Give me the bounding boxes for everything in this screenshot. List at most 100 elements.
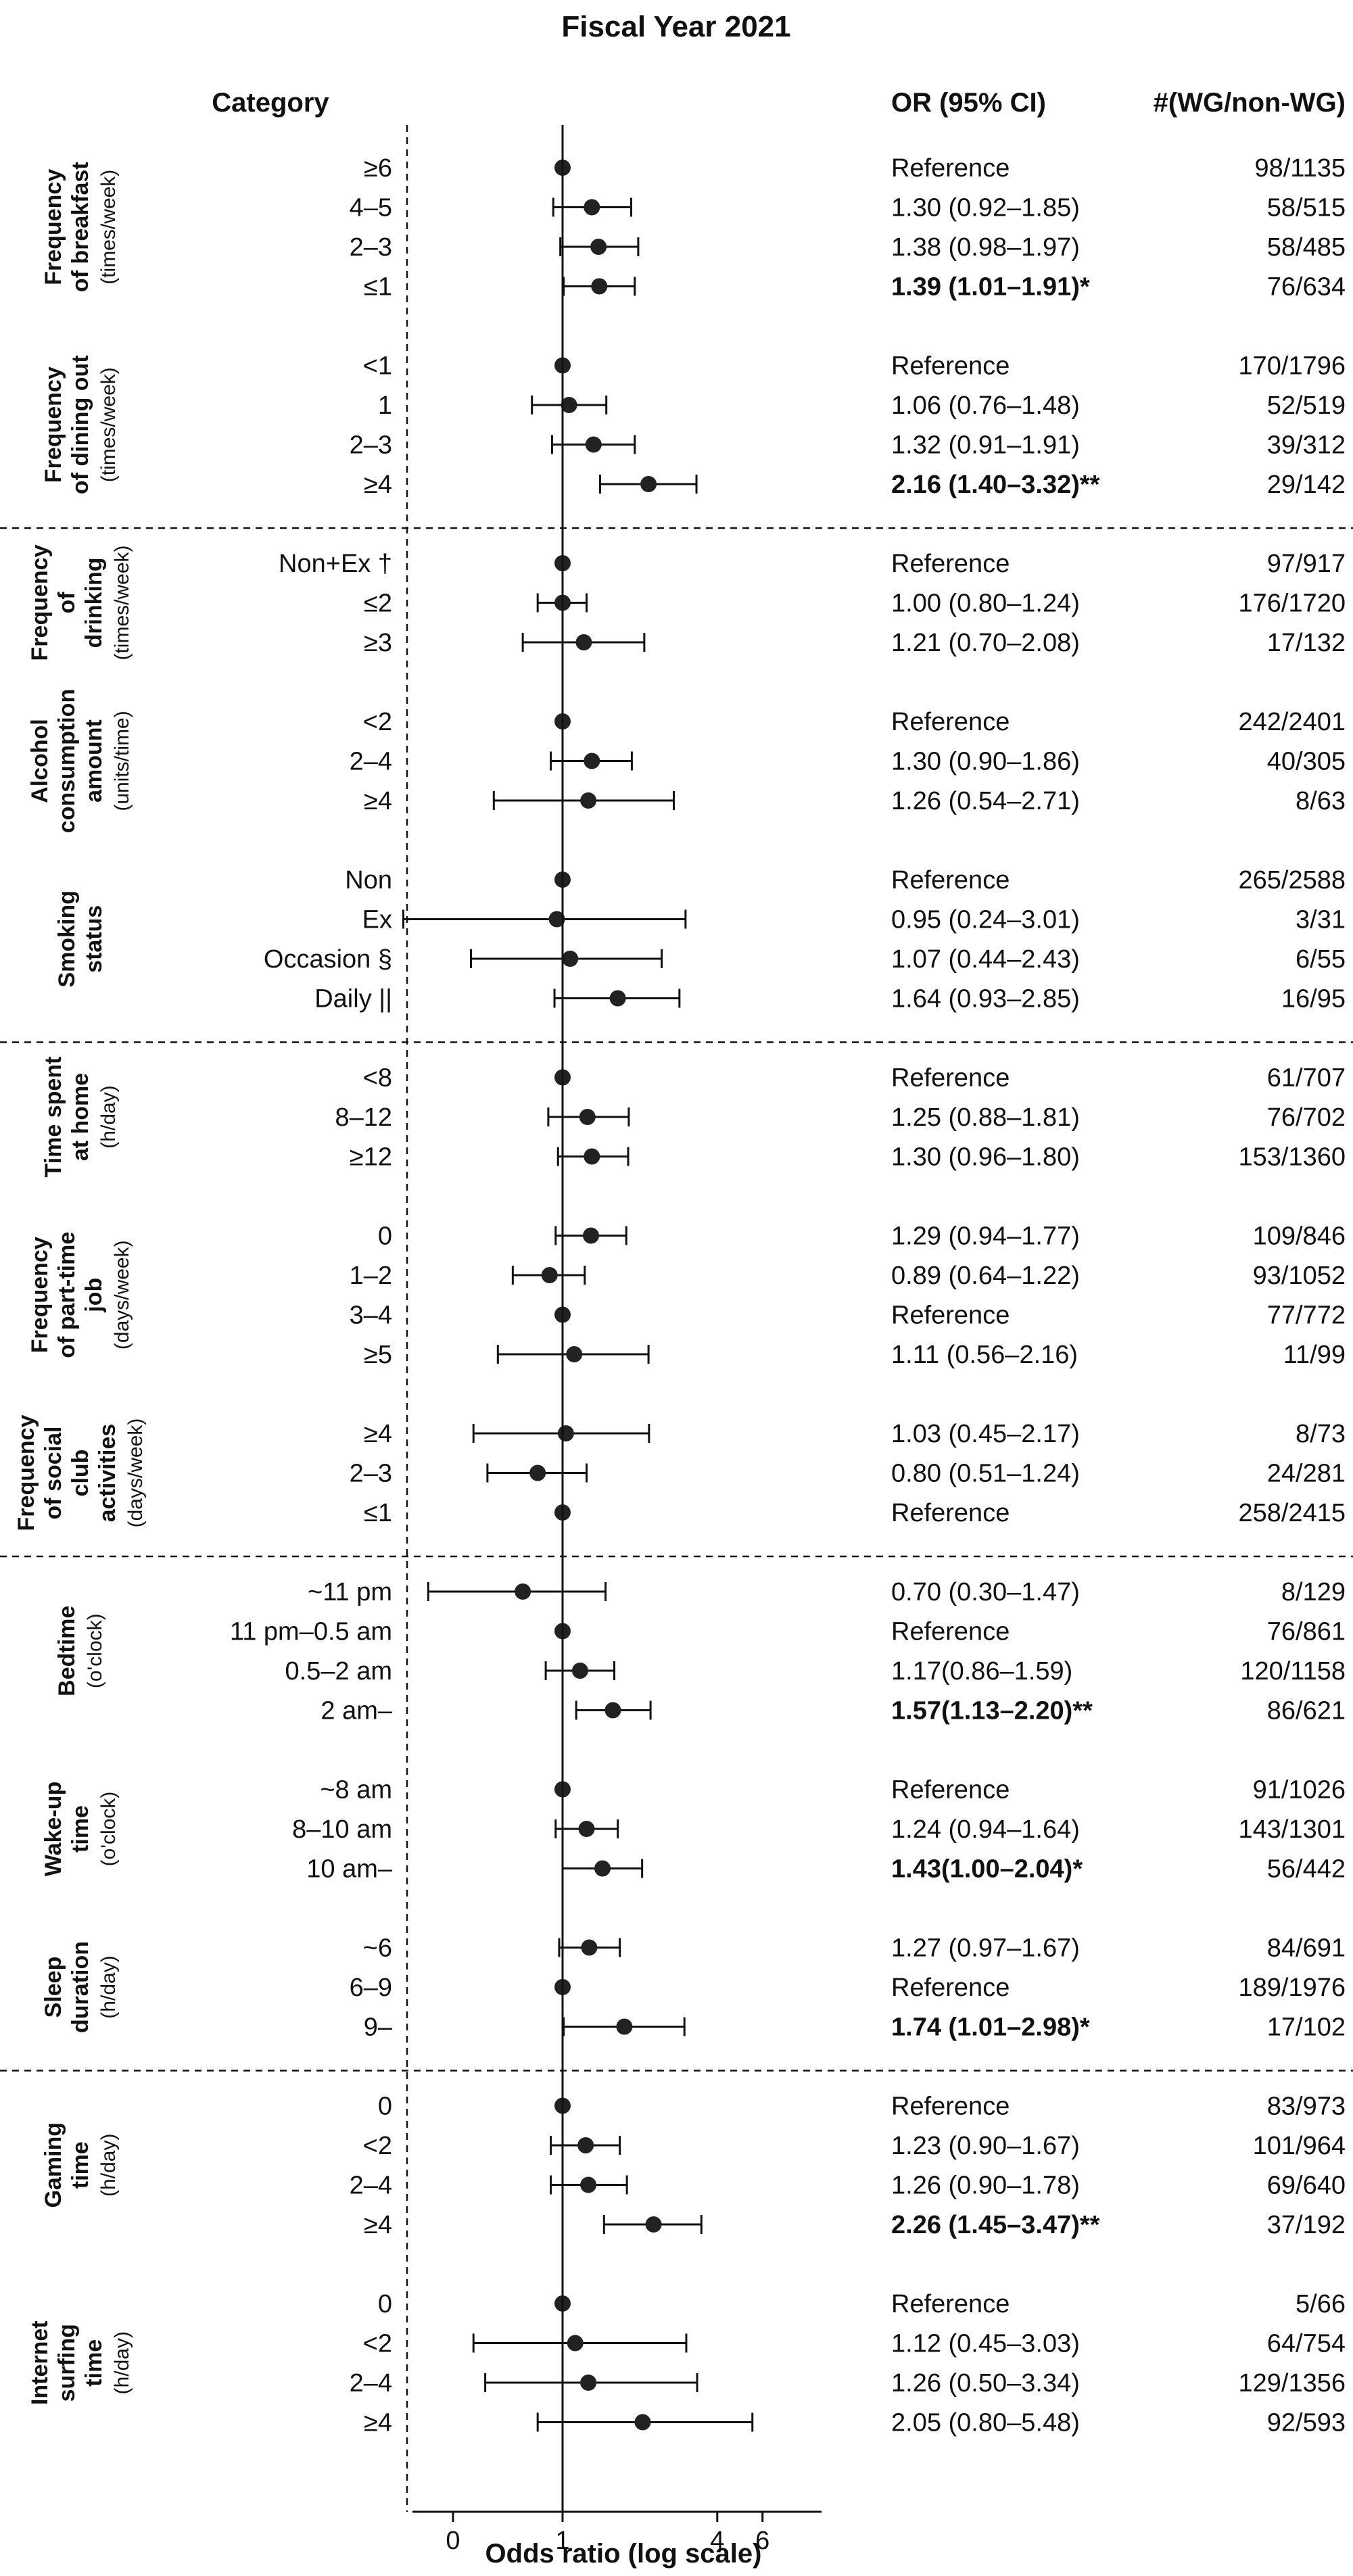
or-point bbox=[594, 1860, 611, 1877]
row-label: <2 bbox=[363, 2132, 392, 2160]
x-tick-label: 1 bbox=[555, 2527, 569, 2555]
table-row: 2–3 1.32 (0.91–1.91) 39/312 bbox=[350, 431, 1346, 460]
counts-text: 17/102 bbox=[1267, 2013, 1346, 2042]
or-ci-text: 1.57(1.13–2.20)** bbox=[891, 1697, 1093, 1725]
row-label: 8–12 bbox=[335, 1103, 392, 1132]
counts-text: 29/142 bbox=[1267, 471, 1346, 499]
or-ci-text: Reference bbox=[891, 708, 1010, 736]
row-label: ≥6 bbox=[364, 154, 392, 183]
row-label: ≥3 bbox=[364, 629, 392, 657]
row-label: 0.5–2 am bbox=[285, 1657, 392, 1686]
row-label: 0 bbox=[378, 1222, 392, 1251]
group-label-line: Frequency bbox=[27, 544, 53, 661]
table-row: ~6 1.27 (0.97–1.67) 84/691 bbox=[363, 1934, 1346, 1963]
or-point bbox=[566, 1346, 583, 1362]
group-label-line: club bbox=[68, 1450, 93, 1497]
or-ci-text: 2.16 (1.40–3.32)** bbox=[891, 471, 1100, 499]
category-header: Category bbox=[212, 88, 329, 118]
group-unit: (o'clock) bbox=[84, 1613, 106, 1688]
counts-text: 84/691 bbox=[1267, 1934, 1346, 1963]
group-label-line: surfing bbox=[54, 2324, 80, 2402]
group-label: Frequency of dining out (times/week) bbox=[41, 355, 120, 494]
counts-text: 120/1158 bbox=[1240, 1657, 1346, 1686]
or-ci-text: 1.38 (0.98–1.97) bbox=[891, 233, 1080, 262]
or-point bbox=[575, 634, 592, 650]
or-ci-text: Reference bbox=[891, 1302, 1010, 1330]
or-ci-text: 1.24 (0.94–1.64) bbox=[891, 1815, 1080, 1844]
counts-text: 109/846 bbox=[1253, 1222, 1346, 1251]
x-axis-ticks: 0 1 4 6 bbox=[446, 2512, 769, 2555]
or-point bbox=[562, 951, 579, 967]
counts-text: 76/702 bbox=[1267, 1103, 1346, 1132]
row-label: 2 am– bbox=[321, 1697, 392, 1725]
counts-text: 101/964 bbox=[1253, 2132, 1346, 2160]
or-ci-text: 1.21 (0.70–2.08) bbox=[891, 629, 1080, 657]
counts-text: 153/1360 bbox=[1239, 1143, 1346, 1172]
or-point bbox=[557, 1425, 574, 1441]
group-label-line: at home bbox=[68, 1073, 93, 1161]
row-label: 2–3 bbox=[350, 233, 392, 262]
row-label: ≥4 bbox=[364, 2211, 392, 2239]
group-unit: (o'clock) bbox=[97, 1792, 120, 1867]
or-ci-text: Reference bbox=[891, 2290, 1010, 2318]
row-label: Non bbox=[345, 866, 392, 895]
or-ci-text: 1.30 (0.96–1.80) bbox=[891, 1143, 1080, 1172]
or-ci-text: 1.11 (0.56–2.16) bbox=[891, 1341, 1078, 1369]
or-ci-text: 1.27 (0.97–1.67) bbox=[891, 1934, 1080, 1963]
table-row: ≥6 Reference 98/1135 bbox=[364, 154, 1346, 183]
or-point bbox=[548, 911, 565, 928]
table-row: 4–5 1.30 (0.92–1.85) 58/515 bbox=[350, 194, 1346, 222]
row-label: ≤1 bbox=[364, 1499, 392, 1527]
group-unit: (h/day) bbox=[97, 2134, 120, 2197]
row-label: <8 bbox=[363, 1064, 392, 1093]
table-row: ≥12 1.30 (0.96–1.80) 153/1360 bbox=[350, 1143, 1346, 1172]
group-label-line: of social bbox=[41, 1427, 66, 1520]
group-label: Bedtime (o'clock) bbox=[54, 1606, 106, 1696]
or-ci-text: Reference bbox=[891, 550, 1010, 578]
or-ci-text: 1.30 (0.92–1.85) bbox=[891, 194, 1080, 222]
or-point bbox=[604, 1702, 621, 1719]
counts-text: 97/917 bbox=[1267, 550, 1346, 578]
table-row: Non Reference 265/2588 bbox=[345, 866, 1346, 895]
or-ci-text: 0.89 (0.64–1.22) bbox=[891, 1262, 1080, 1290]
or-ci-text: 1.29 (0.94–1.77) bbox=[891, 1222, 1080, 1251]
or-ci-text: 1.26 (0.54–2.71) bbox=[891, 787, 1080, 815]
or-point bbox=[584, 753, 600, 769]
table-row: <2 1.23 (0.90–1.67) 101/964 bbox=[363, 2132, 1346, 2160]
table-row: ≥4 2.16 (1.40–3.32)** 29/142 bbox=[364, 471, 1346, 499]
group-label: Frequency of breakfast (times/week) bbox=[41, 162, 120, 292]
counts-text: 40/305 bbox=[1267, 748, 1346, 776]
counts-text: 16/95 bbox=[1281, 985, 1346, 1013]
group-label-line: Frequency bbox=[27, 1237, 53, 1353]
or-ci-text: 1.17(0.86–1.59) bbox=[891, 1657, 1072, 1686]
row-label: 6–9 bbox=[350, 1974, 392, 2002]
or-point bbox=[571, 1663, 588, 1679]
group-label-line: time bbox=[81, 2339, 107, 2387]
or-point bbox=[584, 1148, 600, 1165]
counts-header: #(WG/non-WG) bbox=[1154, 88, 1346, 118]
counts-text: 129/1356 bbox=[1239, 2369, 1346, 2398]
or-point bbox=[591, 278, 608, 295]
table-row: 8–10 am 1.24 (0.94–1.64) 143/1301 bbox=[292, 1815, 1346, 1844]
row-label: 4–5 bbox=[350, 194, 392, 222]
x-tick-label: 4 bbox=[710, 2527, 724, 2555]
table-row: ≤1 Reference 258/2415 bbox=[364, 1499, 1346, 1527]
group-label-line: of dining out bbox=[68, 355, 93, 494]
counts-text: 76/861 bbox=[1267, 1618, 1346, 1646]
data-rows: ≥6 Reference 98/1135 4–5 1.30 (0.92–1.85) 58/… bbox=[230, 154, 1346, 2437]
row-label: ≤1 bbox=[364, 273, 392, 302]
or-point bbox=[567, 2335, 584, 2352]
or-ci-text: Reference bbox=[891, 1974, 1010, 2002]
table-row: 3–4 Reference 77/772 bbox=[350, 1302, 1346, 1330]
group-label-line: activities bbox=[95, 1424, 120, 1523]
group-label-line: Alcohol bbox=[27, 719, 53, 803]
group-label-line: Internet bbox=[27, 2320, 53, 2405]
group-unit: (h/day) bbox=[111, 2331, 133, 2394]
or-ci-text: 1.12 (0.45–3.03) bbox=[891, 2330, 1080, 2358]
counts-text: 69/640 bbox=[1267, 2172, 1346, 2200]
group-label-line: Frequency bbox=[41, 169, 66, 285]
or-ci-text: 2.26 (1.45–3.47)** bbox=[891, 2211, 1100, 2239]
or-ci-text: 0.95 (0.24–3.01) bbox=[891, 906, 1080, 934]
group-label-line: Gaming bbox=[41, 2122, 66, 2208]
table-row: 1 1.06 (0.76–1.48) 52/519 bbox=[378, 391, 1346, 420]
